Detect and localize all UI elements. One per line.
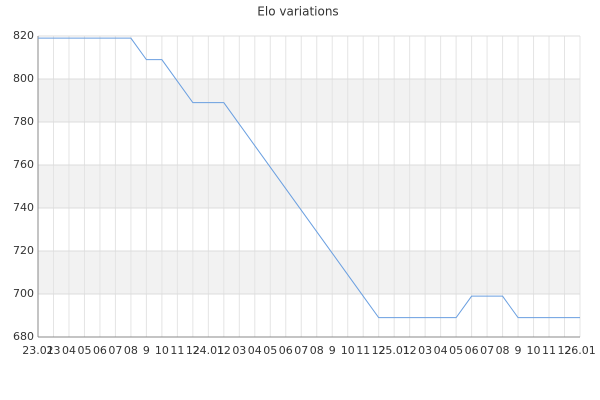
x-tick-label: 24.01: [193, 344, 225, 357]
grid-band: [38, 79, 580, 122]
x-tick-label: 05: [449, 344, 463, 357]
x-tick-label: 10: [155, 344, 169, 357]
x-tick-label: 08: [310, 344, 324, 357]
x-tick-label: 9: [143, 344, 150, 357]
x-tick-label: 06: [465, 344, 479, 357]
x-tick-label: 25.01: [378, 344, 410, 357]
y-tick-label: 800: [13, 72, 34, 85]
x-tick-label: 03: [418, 344, 432, 357]
x-tick-label: 07: [294, 344, 308, 357]
x-tick-label: 12: [372, 344, 386, 357]
x-tick-label: 9: [329, 344, 336, 357]
x-tick-label: 03: [232, 344, 246, 357]
x-tick-label: 11: [542, 344, 556, 357]
x-tick-label: 04: [62, 344, 76, 357]
chart-title: Elo variations: [257, 5, 338, 19]
x-tick-label: 07: [108, 344, 122, 357]
x-tick-label: 12: [217, 344, 231, 357]
x-tick-label: 23: [46, 344, 60, 357]
x-tick-label: 07: [480, 344, 494, 357]
x-tick-label: 9: [515, 344, 522, 357]
x-tick-label: 06: [93, 344, 107, 357]
y-tick-label: 780: [13, 115, 34, 128]
grid-band: [38, 251, 580, 294]
x-tick-label: 23.01: [22, 344, 54, 357]
x-tick-label: 05: [77, 344, 91, 357]
y-tick-label: 740: [13, 201, 34, 214]
y-tick-label: 820: [13, 29, 34, 42]
x-tick-label: 11: [356, 344, 370, 357]
y-tick-label: 680: [13, 330, 34, 343]
grid-band: [38, 165, 580, 208]
y-tick-label: 700: [13, 287, 34, 300]
x-tick-label: 12: [558, 344, 572, 357]
x-tick-label: 05: [263, 344, 277, 357]
x-tick-label: 04: [434, 344, 448, 357]
x-tick-label: 06: [279, 344, 293, 357]
x-tick-label: 08: [124, 344, 138, 357]
x-tick-label: 12: [403, 344, 417, 357]
x-tick-label: 10: [341, 344, 355, 357]
x-tick-label: 26.01: [564, 344, 596, 357]
x-tick-label: 10: [527, 344, 541, 357]
x-tick-label: 04: [248, 344, 262, 357]
x-tick-label: 08: [496, 344, 510, 357]
x-tick-label: 12: [186, 344, 200, 357]
x-tick-label: 11: [170, 344, 184, 357]
y-tick-label: 760: [13, 158, 34, 171]
y-tick-label: 720: [13, 244, 34, 257]
line-series: [38, 37, 580, 319]
